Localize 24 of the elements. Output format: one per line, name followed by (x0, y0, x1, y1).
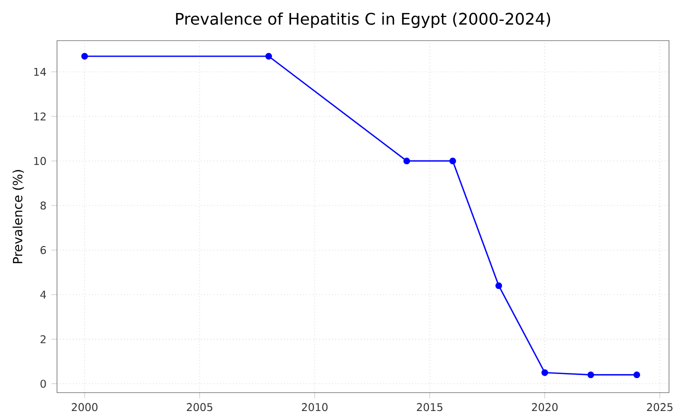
x-tick-label: 2025 (647, 403, 672, 412)
point (265, 52, 272, 60)
y-tick-label: 12 (34, 112, 46, 120)
y-tick-label: 0 (40, 380, 46, 388)
y-tick-label: 8 (40, 201, 46, 210)
y-tick-label: 6 (40, 246, 46, 254)
point (633, 372, 640, 378)
y-tick-label: 14 (34, 68, 46, 76)
x-tick-label: 2000 (72, 403, 98, 412)
point (587, 372, 594, 378)
y-tick-label: 4 (40, 290, 46, 299)
point (495, 282, 502, 290)
point (403, 158, 410, 164)
point (541, 369, 548, 376)
x-tick-label: 2010 (302, 403, 328, 412)
y-axis-title: Prevalence (%) (12, 170, 24, 264)
x-tick-label: 2015 (416, 403, 442, 412)
chart-title: Prevalence of Hepatitis C in Egypt (2000-2024) (176, 12, 550, 28)
y-tick-label: 2 (40, 335, 46, 344)
x-tick-label: 2005 (186, 403, 212, 412)
point (449, 158, 456, 164)
x-tick-label: 2020 (532, 403, 558, 412)
y-tick-label: 10 (34, 156, 46, 165)
point (81, 52, 88, 60)
